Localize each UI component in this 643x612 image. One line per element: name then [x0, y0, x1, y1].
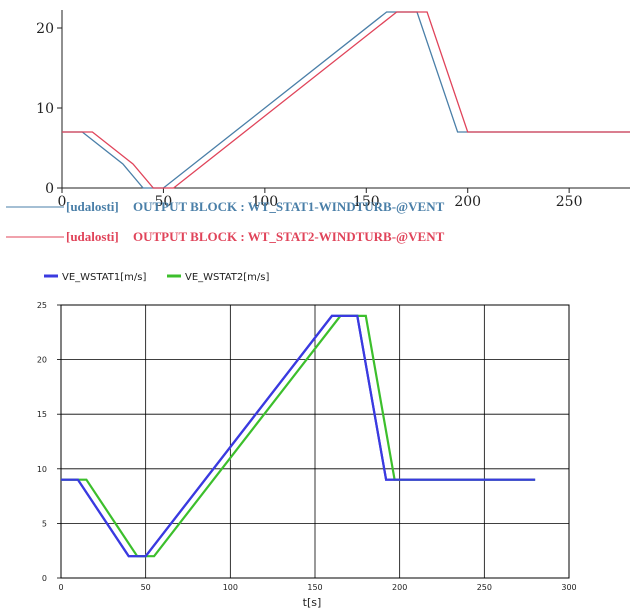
legend-label: VE_WSTAT1[m/s] — [62, 272, 146, 283]
y-tick-label: 25 — [37, 301, 47, 310]
x-tick-label: 200 — [454, 194, 481, 210]
x-tick-label: 150 — [353, 194, 380, 210]
x-tick-label: 50 — [155, 194, 173, 210]
y-tick-label: 20 — [36, 21, 54, 37]
y-tick-label: 20 — [37, 356, 47, 365]
x-tick-label: 50 — [141, 583, 151, 592]
series-line-1-overlay — [61, 314, 536, 558]
series-line-1 — [61, 314, 536, 558]
legend-prefix: [udalosti] — [66, 229, 119, 244]
legend-label: OUTPUT BLOCK : WT_STAT1-WINDTURB-@VENT — [133, 199, 445, 214]
x-tick-label: 0 — [58, 194, 67, 210]
legend-label: OUTPUT BLOCK : WT_STAT2-WINDTURB-@VENT — [133, 229, 445, 244]
x-axis-label: t[s] — [303, 596, 322, 609]
chart-bottom: VE_WSTAT1[m/s] VE_WSTAT2[m/s]0 50 100 150 200… — [37, 272, 577, 609]
legend-entry-1: [udalosti] OUTPUT BLOCK : WT_STAT1-WINDTU… — [6, 199, 445, 214]
x-tick-label: 200 — [392, 583, 407, 592]
x-tick-label: 250 — [477, 583, 492, 592]
legend-entry-2: VE_WSTAT2[m/s] — [167, 272, 269, 283]
series-line-2 — [62, 11, 630, 189]
y-tick-label: 10 — [36, 101, 54, 117]
legend-entry-1: VE_WSTAT1[m/s] — [44, 272, 146, 283]
legend-entry-2: [udalosti] OUTPUT BLOCK : WT_STAT2-WINDTU… — [6, 229, 445, 244]
x-tick-label: 250 — [556, 194, 583, 210]
y-tick-label: 0 — [42, 574, 47, 583]
x-tick-label: 300 — [561, 583, 576, 592]
x-tick-label: 100 — [223, 583, 238, 592]
series-line-1 — [62, 11, 630, 189]
y-tick-label: 0 — [45, 181, 54, 197]
x-tick-label: 100 — [251, 194, 278, 210]
x-tick-label: 150 — [307, 583, 322, 592]
chart-top: 0 50 100 150 200 250 0 10 20 [udalosti] OUTPUT BLO… — [6, 10, 630, 244]
legend-prefix: [udalosti] — [66, 199, 119, 214]
legend-label: VE_WSTAT2[m/s] — [185, 272, 269, 283]
plot-frame — [60, 304, 570, 579]
y-tick-label: 15 — [37, 410, 47, 419]
x-tick-label: 0 — [58, 583, 63, 592]
y-tick-label: 10 — [37, 465, 47, 474]
series-line-2 — [61, 314, 536, 558]
y-tick-label: 5 — [42, 519, 47, 528]
